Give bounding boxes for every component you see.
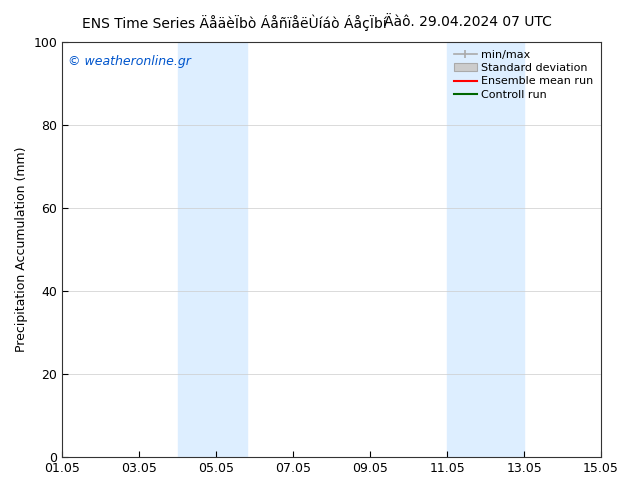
Bar [178, 42, 247, 457]
Text: Äàô. 29.04.2024 07 UTC: Äàô. 29.04.2024 07 UTC [384, 15, 552, 29]
Bar [447, 42, 524, 457]
Text: © weatheronline.gr: © weatheronline.gr [68, 54, 191, 68]
Text: ENS Time Series ÄåäèÏbò ÁåñïåëÙíáò ÁåçÏbí: ENS Time Series ÄåäèÏbò ÁåñïåëÙíáò ÁåçÏb… [82, 15, 387, 31]
Legend: min/max, Standard deviation, Ensemble mean run, Controll run: min/max, Standard deviation, Ensemble me… [450, 46, 598, 104]
Y-axis label: Precipitation Accumulation (mm): Precipitation Accumulation (mm) [15, 147, 28, 352]
